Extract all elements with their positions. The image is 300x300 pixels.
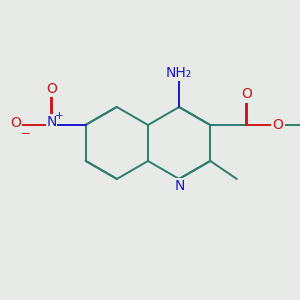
- Text: O: O: [46, 82, 57, 96]
- Text: +: +: [55, 111, 64, 121]
- Text: O: O: [11, 116, 21, 130]
- Text: N: N: [46, 115, 57, 129]
- Text: NH₂: NH₂: [166, 66, 192, 80]
- Text: N: N: [175, 179, 185, 193]
- Text: −: −: [21, 127, 31, 140]
- Text: O: O: [273, 118, 283, 132]
- Text: O: O: [241, 87, 252, 101]
